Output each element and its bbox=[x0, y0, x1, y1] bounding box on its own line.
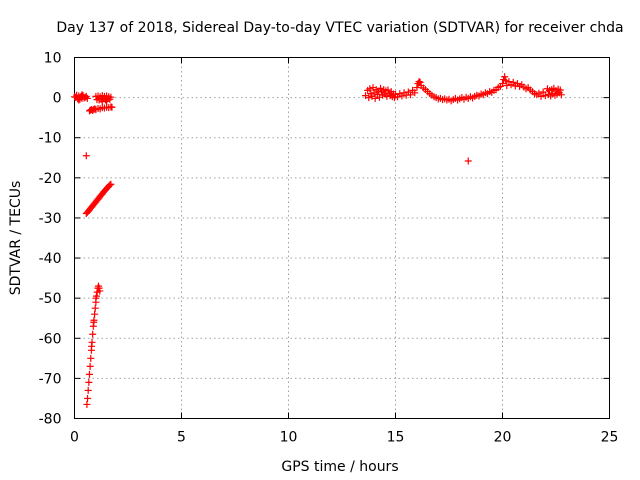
data-point bbox=[84, 394, 92, 402]
y-axis-label: SDTVAR / TECUs bbox=[8, 181, 24, 296]
data-point bbox=[88, 342, 96, 350]
data-point bbox=[89, 330, 97, 338]
data-point bbox=[84, 386, 92, 394]
data-point bbox=[91, 304, 99, 312]
x-tick-label: 25 bbox=[601, 430, 619, 446]
data-point bbox=[96, 287, 104, 295]
x-tick-label: 20 bbox=[494, 430, 512, 446]
data-point bbox=[390, 94, 398, 102]
y-tick-label: -80 bbox=[39, 412, 62, 428]
y-tick-label: -10 bbox=[39, 131, 62, 147]
tick-labels: 0 5 10 15 20 25 10 0 -10 -20 -30 -40 -50 -60 -70 -80 bbox=[39, 51, 619, 446]
data-point bbox=[539, 88, 547, 96]
data-point bbox=[83, 94, 91, 102]
data-point bbox=[384, 86, 392, 94]
grid bbox=[74, 57, 610, 419]
data-point bbox=[502, 77, 510, 85]
x-axis-label: GPS time / hours bbox=[281, 459, 398, 475]
y-tick-label: -30 bbox=[39, 211, 62, 227]
data-point bbox=[366, 85, 374, 93]
data-point bbox=[85, 378, 93, 386]
data-point bbox=[78, 91, 86, 99]
data-point bbox=[501, 73, 509, 81]
y-tick-label: -70 bbox=[39, 371, 62, 387]
axis-ticks bbox=[74, 57, 610, 419]
y-tick-label: -60 bbox=[39, 331, 62, 347]
data-point bbox=[107, 93, 115, 101]
chart-title: Day 137 of 2018, Sidereal Day-to-day VTE… bbox=[56, 20, 623, 36]
data-point bbox=[371, 94, 379, 102]
y-tick-label: -20 bbox=[39, 171, 62, 187]
data-point bbox=[107, 180, 115, 188]
data-point bbox=[537, 92, 545, 100]
data-point bbox=[83, 400, 91, 408]
data-point bbox=[106, 181, 114, 189]
data-point bbox=[377, 84, 385, 92]
data-point bbox=[509, 78, 517, 86]
x-tick-label: 15 bbox=[387, 430, 405, 446]
data-point bbox=[406, 91, 414, 99]
y-tick-label: 10 bbox=[44, 51, 62, 67]
x-tick-label: 10 bbox=[280, 430, 298, 446]
y-tick-label: -40 bbox=[39, 251, 62, 267]
x-tick-label: 0 bbox=[70, 430, 79, 446]
data-point bbox=[413, 84, 421, 92]
data-marks bbox=[71, 73, 565, 408]
data-point bbox=[503, 82, 511, 90]
data-point bbox=[411, 89, 419, 97]
data-point bbox=[365, 94, 373, 102]
data-point bbox=[90, 318, 98, 326]
data-point bbox=[464, 157, 472, 165]
data-point bbox=[87, 354, 95, 362]
data-point bbox=[556, 86, 564, 94]
data-point bbox=[86, 362, 94, 370]
y-tick-label: -50 bbox=[39, 291, 62, 307]
data-point bbox=[92, 294, 100, 302]
y-tick-label: 0 bbox=[53, 91, 62, 107]
data-point bbox=[103, 97, 111, 105]
data-point bbox=[416, 78, 424, 86]
plot-area bbox=[74, 57, 610, 419]
data-point bbox=[108, 103, 116, 111]
data-point bbox=[85, 370, 93, 378]
data-point bbox=[82, 152, 90, 160]
data-point bbox=[75, 96, 83, 104]
data-point bbox=[557, 91, 565, 99]
data-point bbox=[91, 310, 99, 318]
data-point bbox=[415, 78, 423, 86]
x-tick-label: 5 bbox=[177, 430, 186, 446]
